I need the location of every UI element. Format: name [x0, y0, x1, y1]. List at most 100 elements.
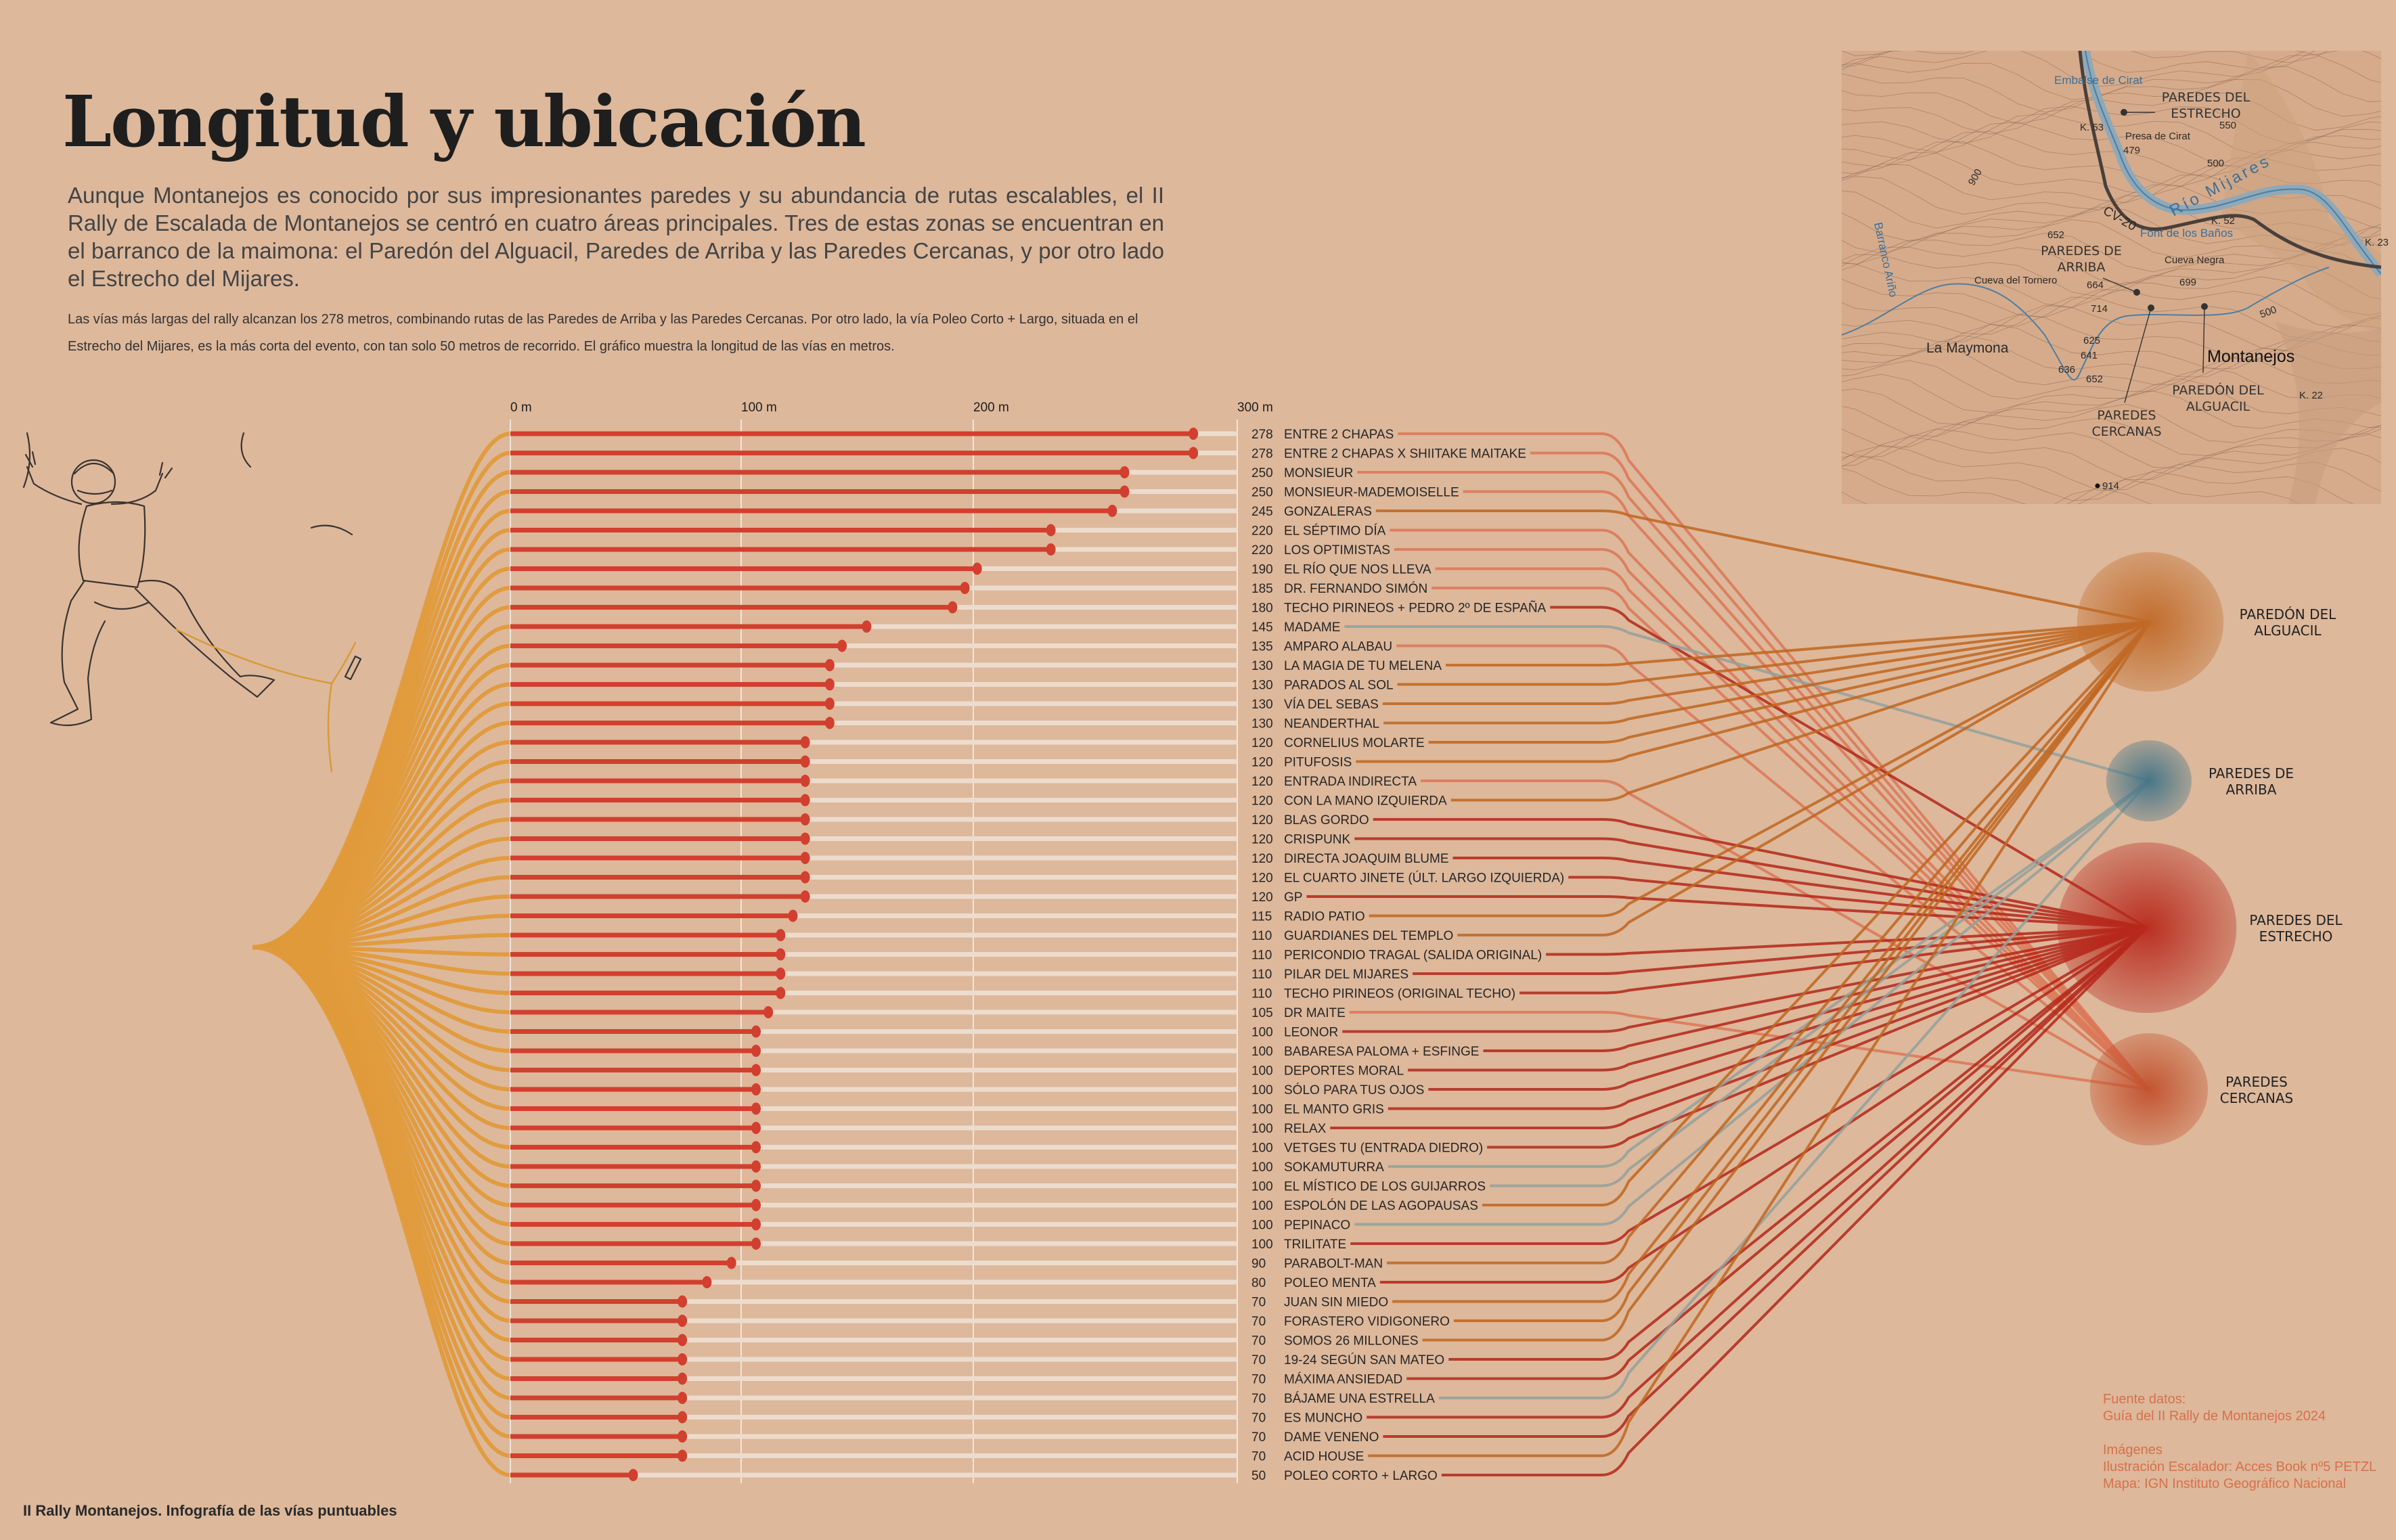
- route-name: DR MAITE: [1284, 1006, 1346, 1020]
- town-area: [2275, 321, 2381, 504]
- map-label: 641: [2081, 350, 2098, 361]
- connector-line: [1450, 620, 2151, 802]
- contour-line: [1828, 0, 2396, 46]
- map-label: 625: [2083, 335, 2100, 346]
- map-label: Embalse de Cirat: [2054, 74, 2143, 87]
- route-length: 120: [1251, 852, 1273, 866]
- bar-end-dot: [837, 639, 847, 652]
- map-label-alguacil: PAREDÓN DEL: [2172, 382, 2264, 398]
- fan-line: [252, 945, 511, 1477]
- connector-line: [1379, 926, 2148, 1284]
- contour-line: [1842, 51, 2381, 87]
- map-label-estrecho: ESTRECHO: [2171, 106, 2240, 121]
- route-length: 100: [1251, 1122, 1273, 1136]
- bar-end-dot: [751, 1045, 761, 1057]
- area-label-alguacil: ALGUACIL: [2254, 622, 2322, 639]
- connector-line: [1546, 926, 2148, 956]
- credit-line: Guía del II Rally de Montanejos 2024: [2103, 1409, 2326, 1424]
- connector-line: [1435, 567, 2150, 1091]
- bar-end-dot: [788, 909, 798, 922]
- connector-line: [1397, 620, 2151, 686]
- map-label: 652: [2047, 229, 2064, 241]
- route-length: 90: [1251, 1257, 1266, 1271]
- bar-end-dot: [800, 794, 810, 807]
- connector-line: [1453, 620, 2152, 1322]
- map-label-arriba: PAREDES DE: [2041, 244, 2122, 258]
- route-name: CON LA MANO IZQUIERDA: [1284, 794, 1447, 809]
- route-length: 70: [1251, 1334, 1266, 1349]
- route-name: 19-24 SEGÚN SAN MATEO: [1284, 1353, 1444, 1367]
- bar-end-dot: [751, 1238, 761, 1250]
- route-name: LOS OPTIMISTAS: [1284, 543, 1390, 558]
- route-name: POLEO CORTO + LARGO: [1284, 1469, 1438, 1483]
- connector-line: [1568, 876, 2148, 929]
- bar-end-dot: [751, 1179, 761, 1192]
- route-name: VETGES TU (ENTRADA DIEDRO): [1284, 1141, 1483, 1156]
- bar-end-dot: [1046, 524, 1056, 537]
- route-length: 278: [1251, 447, 1273, 461]
- connector-line: [1422, 620, 2152, 1342]
- bar-end-dot: [972, 562, 982, 575]
- route-name: ENTRE 2 CHAPAS X SHIITAKE MAITAKE: [1284, 447, 1526, 461]
- credit-line: Fuente datos:: [2103, 1392, 2186, 1407]
- map-label-cercanas: PAREDES: [2097, 408, 2156, 423]
- connector-lines: [1306, 432, 2152, 1476]
- route-length: 220: [1251, 543, 1273, 558]
- map-label: 479: [2123, 145, 2140, 156]
- connector-line: [1550, 606, 2148, 929]
- route-name: PARADOS AL SOL: [1284, 679, 1394, 693]
- connector-line: [1383, 620, 2151, 725]
- connector-line: [1483, 926, 2148, 1052]
- bar-end-dot: [776, 987, 786, 999]
- map-label: Font de los Baños: [2140, 227, 2233, 240]
- connector-line: [1413, 926, 2148, 975]
- route-name: PEPINACO: [1284, 1219, 1350, 1233]
- route-name: ENTRADA INDIRECTA: [1284, 775, 1417, 789]
- bar-end-dot: [726, 1256, 736, 1269]
- bar-end-dot: [751, 1218, 761, 1231]
- route-length: 70: [1251, 1392, 1266, 1406]
- intro-paragraph: Aunque Montanejos es conocido por sus im…: [68, 183, 1164, 291]
- area-label-cercanas: PAREDES: [2225, 1074, 2288, 1090]
- connector-line: [1457, 620, 2151, 936]
- route-name: SÓLO PARA TUS OJOS: [1284, 1083, 1424, 1097]
- contour-line: [1842, 92, 2381, 135]
- page-title: Longitud y ubicación: [62, 80, 866, 163]
- location-leader: [2102, 277, 2137, 293]
- route-length: 145: [1251, 620, 1273, 635]
- route-length: 100: [1251, 1026, 1273, 1040]
- connector-line: [1356, 620, 2151, 763]
- route-length: 120: [1251, 890, 1273, 905]
- route-name: POLEO MENTA: [1284, 1276, 1376, 1290]
- map-label: Montanejos: [2207, 347, 2294, 366]
- route-name: BLAS GORDO: [1284, 813, 1369, 828]
- area-bubble-estrecho: [2057, 842, 2237, 1013]
- contour-line: [1842, 289, 2381, 329]
- route-length: 50: [1251, 1469, 1266, 1483]
- credit-line: Imágenes: [2103, 1443, 2162, 1457]
- bar-end-dot: [1046, 543, 1056, 556]
- map-label: 652: [2086, 373, 2103, 385]
- map-label: K. 52: [2211, 215, 2235, 227]
- route-length: 120: [1251, 736, 1273, 750]
- contour-line: [1842, 51, 2338, 56]
- bar-end-dot: [678, 1430, 688, 1443]
- bar-end-dot: [800, 775, 810, 787]
- bar-end-dot: [678, 1315, 688, 1327]
- tick-label: 300 m: [1237, 401, 1273, 415]
- bar-end-dot: [1119, 466, 1130, 478]
- map-label: 636: [2058, 364, 2075, 376]
- connector-line: [1406, 926, 2148, 1380]
- bar-end-dot: [751, 1102, 761, 1115]
- bar-end-dot: [751, 1160, 761, 1173]
- route-length: 70: [1251, 1296, 1266, 1310]
- area-label-alguacil: PAREDÓN DEL: [2240, 606, 2336, 622]
- route-length: 100: [1251, 1141, 1273, 1156]
- route-length: 110: [1251, 949, 1272, 963]
- note-paragraph: Las vías más largas del rally alcanzan l…: [68, 312, 1138, 354]
- route-name: ENTRE 2 CHAPAS: [1284, 428, 1394, 442]
- connector-line: [1448, 926, 2148, 1361]
- connector-line: [1382, 620, 2151, 705]
- route-length: 120: [1251, 794, 1273, 809]
